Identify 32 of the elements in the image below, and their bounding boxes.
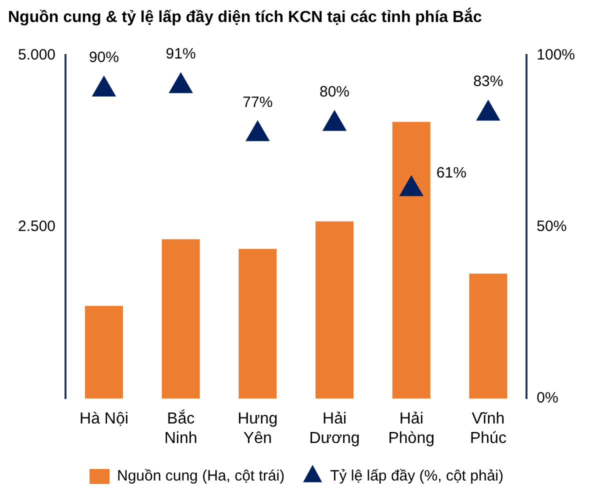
point [322,110,346,131]
bar [238,248,277,399]
bar [469,274,508,399]
point [476,100,500,121]
point [92,76,116,97]
legend-label: Nguồn cung (Ha, cột trái) [117,468,285,485]
legend-label: Tỷ lệ lấp đầy (%, cột phải) [330,468,504,485]
y-tick-label: 2.500 [18,218,56,236]
data-label: 90% [88,49,119,66]
x-tick-label: Hà Nội [80,410,128,428]
data-label: 91% [166,46,196,63]
data-label: 77% [242,94,273,111]
y2-tick-label: 50% [536,218,567,236]
bar [84,306,123,399]
y-tick-label: 5.000 [18,46,56,64]
data-label: 61% [436,164,466,182]
bar [162,239,200,399]
point [169,72,193,94]
y2-tick-label: 0% [536,390,558,407]
data-label: 80% [319,84,350,101]
x-tick-label: Vĩnh Phúc [470,410,506,447]
chart-title: Nguồn cung & tỷ lệ lấp đầy diện tích KCN tại các tỉnh phía Bắc [8,7,482,26]
data-label: 83% [473,73,504,90]
point [246,120,270,142]
bar [315,221,354,399]
x-tick-label: Hải Phòng [388,410,434,447]
x-tick-label: Hưng Yên [238,410,278,447]
bar [392,122,430,399]
y2-tick-label: 100% [536,46,576,64]
point [400,176,424,196]
x-tick-label: Bắc Ninh [164,410,198,447]
x-tick-label: Hải Dương [309,410,360,447]
